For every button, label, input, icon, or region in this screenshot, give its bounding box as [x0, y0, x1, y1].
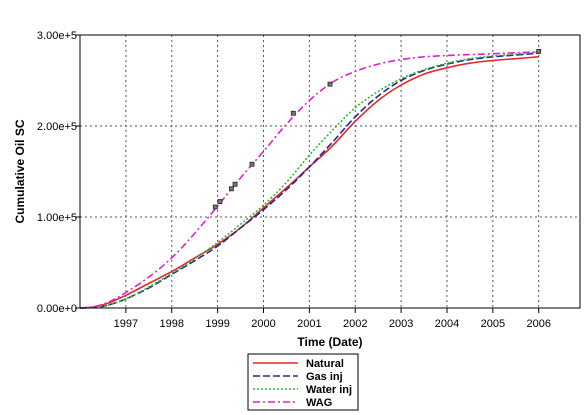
- data-marker: [217, 199, 223, 204]
- y-tick-label: 3.00e+5: [37, 30, 77, 42]
- x-tick-label: 2002: [343, 318, 367, 330]
- series-line-gas-inj: [79, 52, 539, 309]
- y-tick-label: 2.00e+5: [37, 121, 77, 133]
- x-tick-label: 2005: [481, 318, 505, 330]
- y-tick-label: 1.00e+5: [37, 212, 77, 224]
- data-marker: [212, 204, 218, 210]
- plot-area: [79, 34, 581, 309]
- legend-label: WAG: [306, 397, 332, 409]
- x-tick-label: 2006: [526, 318, 550, 330]
- data-marker: [249, 161, 255, 167]
- data-marker: [536, 48, 542, 54]
- legend-label: Gas inj: [306, 371, 343, 383]
- data-markers: [212, 48, 542, 210]
- series-lines: [79, 51, 539, 309]
- legend-label: Water inj: [306, 384, 352, 396]
- data-marker: [290, 110, 296, 116]
- x-tick-label: 2004: [435, 318, 459, 330]
- x-tick-label: 1998: [160, 318, 184, 330]
- tick-labels: 1997 1998 1999 2000 2001 2002 2003 2004 2005 2006…: [37, 30, 551, 330]
- grid: [80, 35, 580, 308]
- x-axis-title: Time (Date): [297, 335, 362, 349]
- x-tick-label: 2001: [297, 318, 321, 330]
- x-tick-label: 1999: [205, 318, 229, 330]
- data-marker: [228, 186, 234, 192]
- x-tick-label: 2003: [389, 318, 413, 330]
- series-line-water-inj: [79, 51, 539, 309]
- series-line-natural: [79, 56, 539, 309]
- y-tick-label: 0.00e+0: [37, 303, 77, 315]
- y-axis-title: Cumulative Oil SC: [13, 119, 27, 223]
- legend-label: Natural: [306, 358, 344, 370]
- series-line-wag: [79, 51, 539, 309]
- axis-ticks: [75, 34, 540, 313]
- x-tick-label: 1997: [114, 318, 138, 330]
- x-tick-label: 2000: [251, 318, 275, 330]
- data-marker: [232, 181, 238, 187]
- data-marker: [327, 81, 333, 87]
